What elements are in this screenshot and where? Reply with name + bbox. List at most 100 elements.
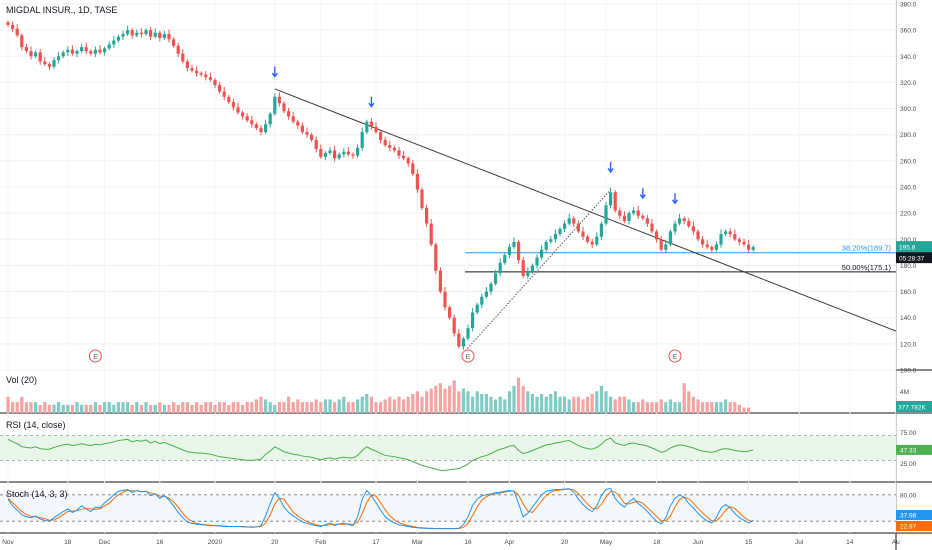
volume-panel[interactable] bbox=[6, 377, 751, 413]
candle-body[interactable] bbox=[438, 270, 442, 292]
candle-body[interactable] bbox=[714, 244, 718, 250]
candle-body[interactable] bbox=[434, 244, 438, 271]
candle-body[interactable] bbox=[659, 239, 663, 250]
candle-body[interactable] bbox=[130, 30, 134, 36]
candle-body[interactable] bbox=[737, 239, 741, 242]
candle-body[interactable] bbox=[241, 112, 245, 117]
candle-body[interactable] bbox=[66, 49, 70, 53]
candle-body[interactable] bbox=[351, 154, 355, 156]
candle-body[interactable] bbox=[590, 241, 594, 245]
candle-body[interactable] bbox=[103, 48, 107, 53]
time-axis[interactable]: Nov 18 Dec 16 2020 20 Feb 17 Mar 16 Apr 20 May 18 Jun 1… bbox=[2, 539, 900, 546]
candle-body[interactable] bbox=[319, 149, 323, 157]
candle-body[interactable] bbox=[383, 139, 387, 146]
candle-body[interactable] bbox=[356, 147, 360, 156]
candle-body[interactable] bbox=[586, 236, 590, 242]
candle-body[interactable] bbox=[158, 32, 162, 38]
candle-body[interactable] bbox=[89, 51, 93, 54]
candle-body[interactable] bbox=[195, 70, 199, 74]
candle-body[interactable] bbox=[687, 220, 691, 227]
candle-body[interactable] bbox=[245, 116, 249, 121]
candle-body[interactable] bbox=[273, 96, 277, 114]
candle-body[interactable] bbox=[576, 223, 580, 232]
price-axis[interactable]: 380.0 360.0 340.0 320.0 300.0 280.0 260.0 240.0… bbox=[896, 2, 932, 532]
candle-body[interactable] bbox=[480, 296, 484, 305]
candle-body[interactable] bbox=[494, 273, 498, 284]
candle-body[interactable] bbox=[595, 236, 599, 245]
candle-body[interactable] bbox=[558, 228, 562, 235]
candle-body[interactable] bbox=[553, 234, 557, 240]
candle-body[interactable] bbox=[222, 91, 226, 97]
candle-body[interactable] bbox=[52, 60, 56, 67]
candle-body[interactable] bbox=[24, 47, 28, 52]
candle-body[interactable] bbox=[314, 139, 318, 150]
candle-body[interactable] bbox=[636, 210, 640, 216]
candle-body[interactable] bbox=[420, 189, 424, 208]
candle-body[interactable] bbox=[93, 49, 97, 54]
candle-body[interactable] bbox=[747, 244, 751, 250]
candle-body[interactable] bbox=[185, 61, 189, 69]
candle-body[interactable] bbox=[153, 32, 157, 37]
candle-body[interactable] bbox=[572, 218, 576, 224]
candle-body[interactable] bbox=[742, 241, 746, 245]
candle-body[interactable] bbox=[415, 173, 419, 190]
candle-body[interactable] bbox=[176, 45, 180, 54]
candle-body[interactable] bbox=[38, 52, 42, 62]
candle-body[interactable] bbox=[70, 49, 74, 54]
candle-body[interactable] bbox=[135, 32, 139, 36]
candle-body[interactable] bbox=[98, 49, 102, 53]
candle-body[interactable] bbox=[208, 77, 212, 80]
candle-body[interactable] bbox=[204, 74, 208, 78]
rsi-panel[interactable] bbox=[0, 435, 896, 471]
candle-body[interactable] bbox=[452, 317, 456, 334]
candle-body[interactable] bbox=[346, 151, 350, 155]
candle-body[interactable] bbox=[397, 150, 401, 156]
candle-body[interactable] bbox=[733, 234, 737, 240]
candle-body[interactable] bbox=[80, 47, 84, 52]
stoch-d-line[interactable] bbox=[7, 488, 754, 530]
candle-body[interactable] bbox=[149, 30, 153, 37]
candle-body[interactable] bbox=[112, 40, 116, 45]
candle-body[interactable] bbox=[379, 132, 383, 140]
candle-body[interactable] bbox=[328, 150, 332, 154]
candle-body[interactable] bbox=[632, 210, 636, 214]
candle-body[interactable] bbox=[682, 218, 686, 221]
candle-body[interactable] bbox=[305, 132, 309, 135]
candle-body[interactable] bbox=[296, 121, 300, 126]
candle-body[interactable] bbox=[724, 231, 728, 235]
price-panel[interactable]: 38.20%(189.7) 50.00%(175.1) E E E bbox=[6, 20, 897, 363]
candle-body[interactable] bbox=[484, 291, 488, 297]
candle-body[interactable] bbox=[20, 35, 24, 48]
candle-body[interactable] bbox=[333, 150, 337, 159]
candle-body[interactable] bbox=[365, 121, 369, 133]
candle-body[interactable] bbox=[268, 113, 272, 125]
candle-body[interactable] bbox=[107, 44, 111, 49]
candle-body[interactable] bbox=[213, 79, 217, 86]
candle-body[interactable] bbox=[489, 283, 493, 292]
candle-body[interactable] bbox=[705, 244, 709, 248]
candle-body[interactable] bbox=[282, 103, 286, 112]
candle-body[interactable] bbox=[549, 239, 553, 242]
candle-body[interactable] bbox=[475, 304, 479, 313]
stoch-panel[interactable] bbox=[0, 487, 896, 530]
candle-body[interactable] bbox=[34, 52, 38, 57]
candle-body[interactable] bbox=[323, 153, 327, 157]
candle-body[interactable] bbox=[498, 262, 502, 274]
candle-body[interactable] bbox=[719, 234, 723, 245]
candle-body[interactable] bbox=[406, 158, 410, 164]
candle-body[interactable] bbox=[411, 163, 415, 174]
candle-body[interactable] bbox=[181, 53, 185, 62]
candle-body[interactable] bbox=[121, 34, 125, 37]
candle-body[interactable] bbox=[388, 145, 392, 148]
candle-body[interactable] bbox=[43, 61, 47, 65]
candle-body[interactable] bbox=[199, 73, 203, 75]
trendline[interactable] bbox=[274, 88, 897, 332]
candle-body[interactable] bbox=[47, 64, 51, 67]
candle-body[interactable] bbox=[227, 96, 231, 103]
candle-body[interactable] bbox=[144, 30, 148, 35]
candle-body[interactable] bbox=[599, 223, 603, 237]
candle-body[interactable] bbox=[563, 223, 567, 229]
candle-body[interactable] bbox=[668, 231, 672, 245]
candle-body[interactable] bbox=[641, 215, 645, 219]
candle-body[interactable] bbox=[673, 223, 677, 232]
